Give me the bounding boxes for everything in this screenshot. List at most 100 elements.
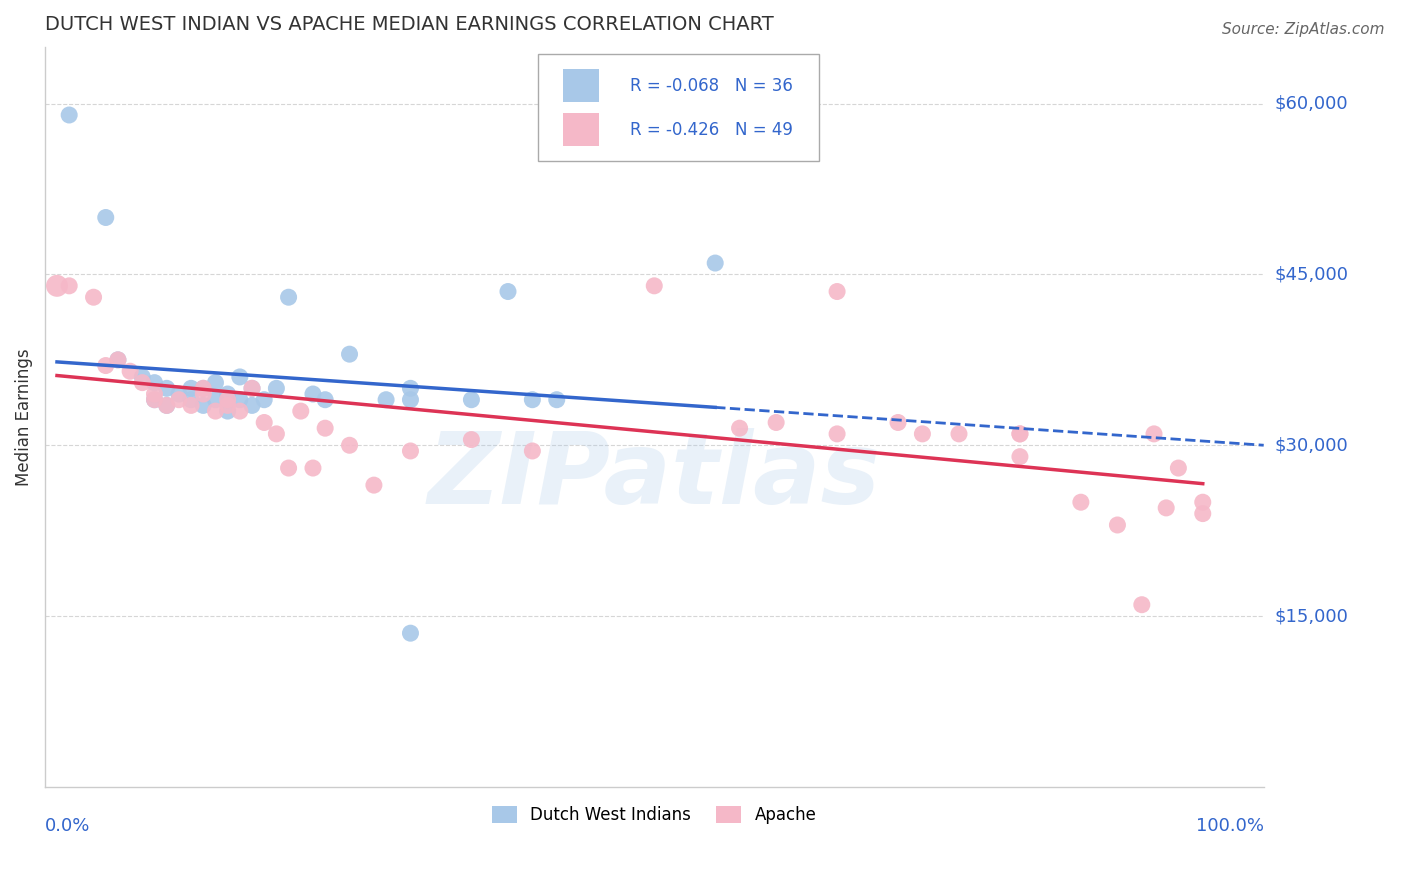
Point bbox=[728, 421, 751, 435]
Point bbox=[120, 364, 142, 378]
Point bbox=[229, 392, 252, 407]
Point bbox=[1143, 426, 1166, 441]
Point bbox=[277, 290, 299, 304]
Text: $45,000: $45,000 bbox=[1275, 266, 1348, 284]
Point bbox=[193, 381, 215, 395]
Point bbox=[83, 290, 105, 304]
Point bbox=[94, 211, 117, 225]
Point bbox=[156, 398, 179, 412]
Point bbox=[229, 404, 252, 418]
Point bbox=[1154, 500, 1177, 515]
Point bbox=[94, 359, 117, 373]
Point bbox=[240, 381, 263, 395]
Point bbox=[399, 392, 422, 407]
Point bbox=[1191, 507, 1213, 521]
Point bbox=[1008, 426, 1031, 441]
Point bbox=[217, 387, 239, 401]
Point bbox=[302, 387, 325, 401]
Point bbox=[1070, 495, 1092, 509]
Point bbox=[180, 381, 202, 395]
Point bbox=[911, 426, 934, 441]
Point bbox=[253, 392, 276, 407]
Point bbox=[339, 438, 361, 452]
Point bbox=[167, 392, 190, 407]
Point bbox=[193, 398, 215, 412]
Point bbox=[193, 381, 215, 395]
Point bbox=[58, 278, 80, 293]
Point bbox=[229, 370, 252, 384]
Point bbox=[546, 392, 568, 407]
Point bbox=[643, 278, 665, 293]
Point bbox=[204, 404, 226, 418]
Point bbox=[277, 461, 299, 475]
Point bbox=[266, 381, 288, 395]
Point bbox=[180, 398, 202, 412]
Point bbox=[46, 278, 69, 293]
Point bbox=[143, 392, 166, 407]
Point bbox=[399, 381, 422, 395]
Point bbox=[131, 376, 153, 390]
Point bbox=[825, 426, 848, 441]
Point bbox=[302, 461, 325, 475]
Point bbox=[156, 398, 179, 412]
Text: Source: ZipAtlas.com: Source: ZipAtlas.com bbox=[1222, 22, 1385, 37]
Point bbox=[156, 381, 179, 395]
Text: R = -0.068   N = 36: R = -0.068 N = 36 bbox=[630, 77, 793, 95]
Point bbox=[266, 426, 288, 441]
Point bbox=[217, 392, 239, 407]
Point bbox=[217, 398, 239, 412]
Point bbox=[522, 444, 544, 458]
Text: $15,000: $15,000 bbox=[1275, 607, 1348, 625]
Point bbox=[1167, 461, 1189, 475]
Point bbox=[704, 256, 727, 270]
Point bbox=[825, 285, 848, 299]
Point bbox=[193, 387, 215, 401]
Point bbox=[204, 376, 226, 390]
Point bbox=[1130, 598, 1153, 612]
Bar bbox=[562, 113, 599, 146]
Point bbox=[1008, 450, 1031, 464]
Text: 100.0%: 100.0% bbox=[1195, 816, 1264, 835]
Point bbox=[375, 392, 398, 407]
Point bbox=[339, 347, 361, 361]
Point bbox=[765, 416, 787, 430]
Point bbox=[217, 404, 239, 418]
Point bbox=[1008, 426, 1031, 441]
Point bbox=[290, 404, 312, 418]
Text: R = -0.426   N = 49: R = -0.426 N = 49 bbox=[630, 120, 793, 139]
Point bbox=[58, 108, 80, 122]
Y-axis label: Median Earnings: Median Earnings bbox=[15, 348, 32, 485]
Point bbox=[460, 392, 482, 407]
Text: 0.0%: 0.0% bbox=[45, 816, 90, 835]
Point bbox=[167, 387, 190, 401]
Point bbox=[131, 370, 153, 384]
Point bbox=[887, 416, 910, 430]
Point bbox=[399, 444, 422, 458]
Point bbox=[107, 352, 129, 367]
Text: $60,000: $60,000 bbox=[1275, 95, 1348, 112]
Point bbox=[1107, 518, 1129, 533]
Text: $30,000: $30,000 bbox=[1275, 436, 1348, 454]
Text: DUTCH WEST INDIAN VS APACHE MEDIAN EARNINGS CORRELATION CHART: DUTCH WEST INDIAN VS APACHE MEDIAN EARNI… bbox=[45, 15, 773, 34]
Point bbox=[363, 478, 385, 492]
Point bbox=[460, 433, 482, 447]
Point bbox=[522, 392, 544, 407]
Point bbox=[399, 626, 422, 640]
Point bbox=[314, 421, 336, 435]
Bar bbox=[562, 69, 599, 103]
Point bbox=[314, 392, 336, 407]
Point bbox=[143, 387, 166, 401]
Point bbox=[1191, 495, 1213, 509]
FancyBboxPatch shape bbox=[538, 54, 818, 161]
Text: ZIPatlas: ZIPatlas bbox=[427, 427, 880, 524]
Point bbox=[180, 392, 202, 407]
Point bbox=[204, 392, 226, 407]
Point bbox=[107, 352, 129, 367]
Point bbox=[240, 381, 263, 395]
Point bbox=[496, 285, 519, 299]
Point bbox=[143, 392, 166, 407]
Legend: Dutch West Indians, Apache: Dutch West Indians, Apache bbox=[485, 799, 823, 830]
Point bbox=[948, 426, 970, 441]
Point bbox=[143, 376, 166, 390]
Point bbox=[253, 416, 276, 430]
